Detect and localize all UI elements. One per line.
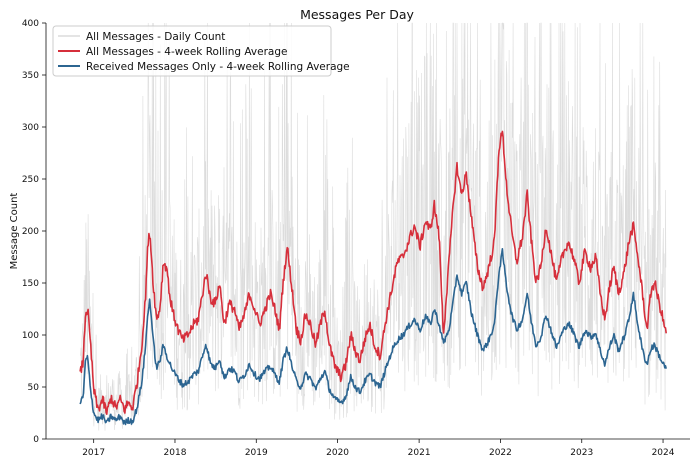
x-tick-label: 2024 bbox=[652, 448, 675, 458]
x-tick-label: 2022 bbox=[489, 448, 512, 458]
legend-label-all-average: All Messages - 4-week Rolling Average bbox=[86, 46, 287, 58]
y-tick-label: 350 bbox=[22, 71, 39, 81]
y-tick-label: 50 bbox=[28, 383, 40, 393]
daily-count-series bbox=[80, 22, 667, 431]
y-tick-label: 200 bbox=[22, 227, 39, 237]
chart-axes: 0 50 100 150 200 250 300 350 400 2017 2018 2019 2020… bbox=[22, 19, 690, 458]
y-tick-label: 150 bbox=[22, 279, 39, 289]
chart-title: Messages Per Day bbox=[300, 7, 414, 22]
y-tick-label: 400 bbox=[22, 19, 39, 29]
x-tick-label: 2021 bbox=[408, 448, 431, 458]
y-tick-label: 250 bbox=[22, 175, 39, 185]
x-tick-label: 2020 bbox=[326, 448, 349, 458]
x-tick-label: 2017 bbox=[82, 448, 105, 458]
x-tick-label: 2019 bbox=[245, 448, 268, 458]
all-messages-average-line bbox=[79, 130, 667, 415]
rolling-average-series bbox=[79, 130, 667, 426]
x-tick-label: 2023 bbox=[570, 448, 593, 458]
y-tick-label: 300 bbox=[22, 123, 39, 133]
legend-box bbox=[52, 25, 332, 77]
daily-count-line bbox=[80, 22, 667, 431]
legend-label-daily: All Messages - Daily Count bbox=[86, 31, 225, 43]
y-tick-label: 0 bbox=[33, 435, 39, 445]
chart-legend: All Messages - Daily Count All Messages … bbox=[52, 25, 350, 77]
y-tick-label: 100 bbox=[22, 331, 39, 341]
received-messages-average-line bbox=[79, 248, 667, 426]
legend-label-received-average: Received Messages Only - 4-week Rolling … bbox=[86, 61, 350, 73]
y-axis-title: Message Count bbox=[9, 193, 20, 270]
x-tick-label: 2018 bbox=[164, 448, 187, 458]
